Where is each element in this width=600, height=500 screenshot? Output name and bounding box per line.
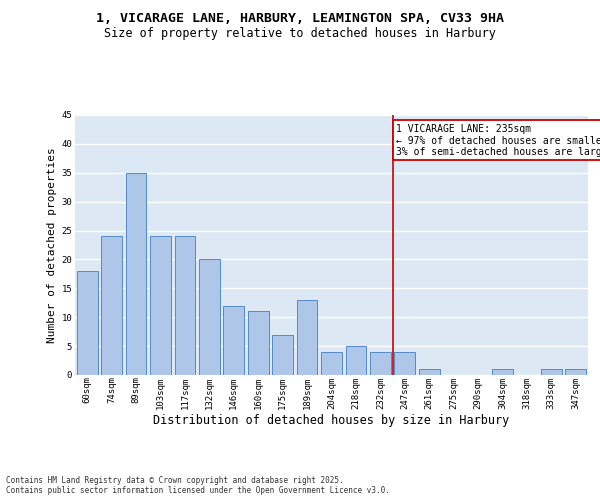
Bar — [77, 271, 98, 375]
Bar — [321, 352, 342, 375]
Text: Contains HM Land Registry data © Crown copyright and database right 2025.
Contai: Contains HM Land Registry data © Crown c… — [6, 476, 390, 495]
Bar — [346, 346, 367, 375]
Bar — [175, 236, 196, 375]
Y-axis label: Number of detached properties: Number of detached properties — [47, 147, 58, 343]
Bar — [223, 306, 244, 375]
Bar — [419, 369, 440, 375]
Text: 1, VICARAGE LANE, HARBURY, LEAMINGTON SPA, CV33 9HA: 1, VICARAGE LANE, HARBURY, LEAMINGTON SP… — [96, 12, 504, 26]
Bar — [296, 300, 317, 375]
Bar — [541, 369, 562, 375]
Bar — [272, 334, 293, 375]
Bar — [199, 260, 220, 375]
Bar — [150, 236, 171, 375]
Bar — [394, 352, 415, 375]
Bar — [101, 236, 122, 375]
Bar — [248, 312, 269, 375]
Text: Size of property relative to detached houses in Harbury: Size of property relative to detached ho… — [104, 28, 496, 40]
Bar — [492, 369, 513, 375]
Bar — [565, 369, 586, 375]
Bar — [125, 173, 146, 375]
X-axis label: Distribution of detached houses by size in Harbury: Distribution of detached houses by size … — [154, 414, 509, 427]
Text: 1 VICARAGE LANE: 235sqm
← 97% of detached houses are smaller (198)
3% of semi-de: 1 VICARAGE LANE: 235sqm ← 97% of detache… — [396, 124, 600, 157]
Bar — [370, 352, 391, 375]
